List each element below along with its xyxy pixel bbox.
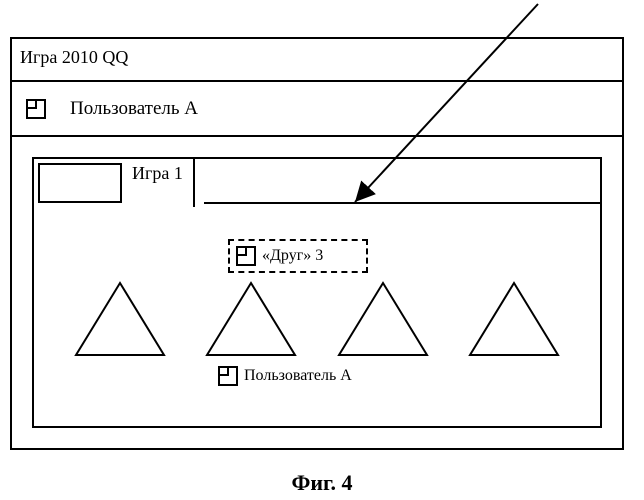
triangle-icon	[337, 281, 429, 357]
game-area: Игра 1 «Друг» 3 Пользователь А	[32, 157, 602, 428]
bottom-user-icon	[218, 366, 238, 386]
user-label: Пользователь А	[70, 98, 198, 120]
bottom-user: Пользователь А	[218, 366, 352, 386]
game-tab[interactable]: Игра 1	[126, 159, 195, 207]
user-icon	[26, 99, 46, 119]
game-thumbnail	[38, 163, 122, 203]
figure-caption: Фиг. 4	[0, 470, 644, 496]
triangle-icon	[74, 281, 166, 357]
triangle-icon	[205, 281, 297, 357]
friend-callout[interactable]: «Друг» 3	[228, 239, 368, 273]
tab-underline	[204, 202, 600, 204]
user-bar: Пользователь А	[12, 82, 622, 137]
bottom-user-label: Пользователь А	[244, 367, 352, 385]
triangle-icon	[468, 281, 560, 357]
triangles-row	[34, 281, 600, 357]
friend-icon	[236, 246, 256, 266]
content-wrap: Игра 1 «Друг» 3 Пользователь А	[12, 137, 622, 448]
friend-label: «Друг» 3	[262, 247, 323, 265]
window-frame: Игра 2010 QQ Пользователь А Игра 1 «Друг…	[10, 37, 624, 450]
tab-strip: Игра 1	[34, 159, 600, 203]
window-titlebar: Игра 2010 QQ	[12, 39, 622, 82]
window-title: Игра 2010 QQ	[20, 47, 128, 67]
